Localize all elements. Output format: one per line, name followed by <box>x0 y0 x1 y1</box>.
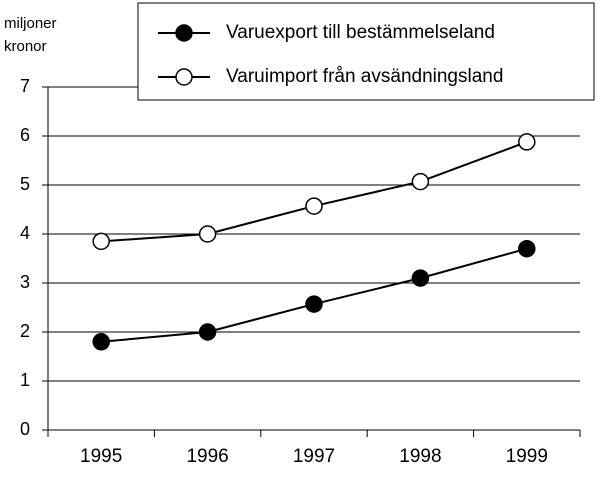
y-tick-label: 5 <box>20 174 30 194</box>
legend-marker <box>175 24 193 42</box>
marker <box>305 197 323 215</box>
x-tick-label: 1999 <box>506 446 548 467</box>
x-tick-label: 1995 <box>80 446 122 467</box>
marker <box>518 133 536 151</box>
y-tick-label: 1 <box>20 370 30 390</box>
x-tick-label: 1996 <box>186 446 228 467</box>
marker <box>518 239 536 258</box>
legend-box <box>137 2 595 101</box>
marker <box>305 295 323 313</box>
y-tick-label: 6 <box>20 125 30 145</box>
series-line <box>101 247 528 343</box>
y-axis-label: kronor <box>4 38 47 55</box>
marker <box>92 232 110 251</box>
legend-label: Varuimport från avsändningsland <box>226 66 503 87</box>
y-axis-label: miljoner <box>4 15 57 32</box>
y-tick-label: 2 <box>20 321 30 341</box>
marker <box>411 269 430 287</box>
y-tick-label: 0 <box>20 419 30 439</box>
x-tick-label: 1998 <box>399 446 441 467</box>
y-tick-label: 4 <box>20 223 30 243</box>
legend-marker <box>175 68 193 86</box>
marker <box>198 225 217 243</box>
series-line <box>101 140 528 243</box>
y-tick-label: 3 <box>20 272 30 292</box>
marker <box>411 172 430 191</box>
x-tick-label: 1997 <box>293 446 335 467</box>
y-tick-label: 7 <box>20 76 30 96</box>
legend-label: Varuexport till bestämmelseland <box>226 22 495 43</box>
marker <box>92 333 110 351</box>
marker <box>198 323 217 341</box>
